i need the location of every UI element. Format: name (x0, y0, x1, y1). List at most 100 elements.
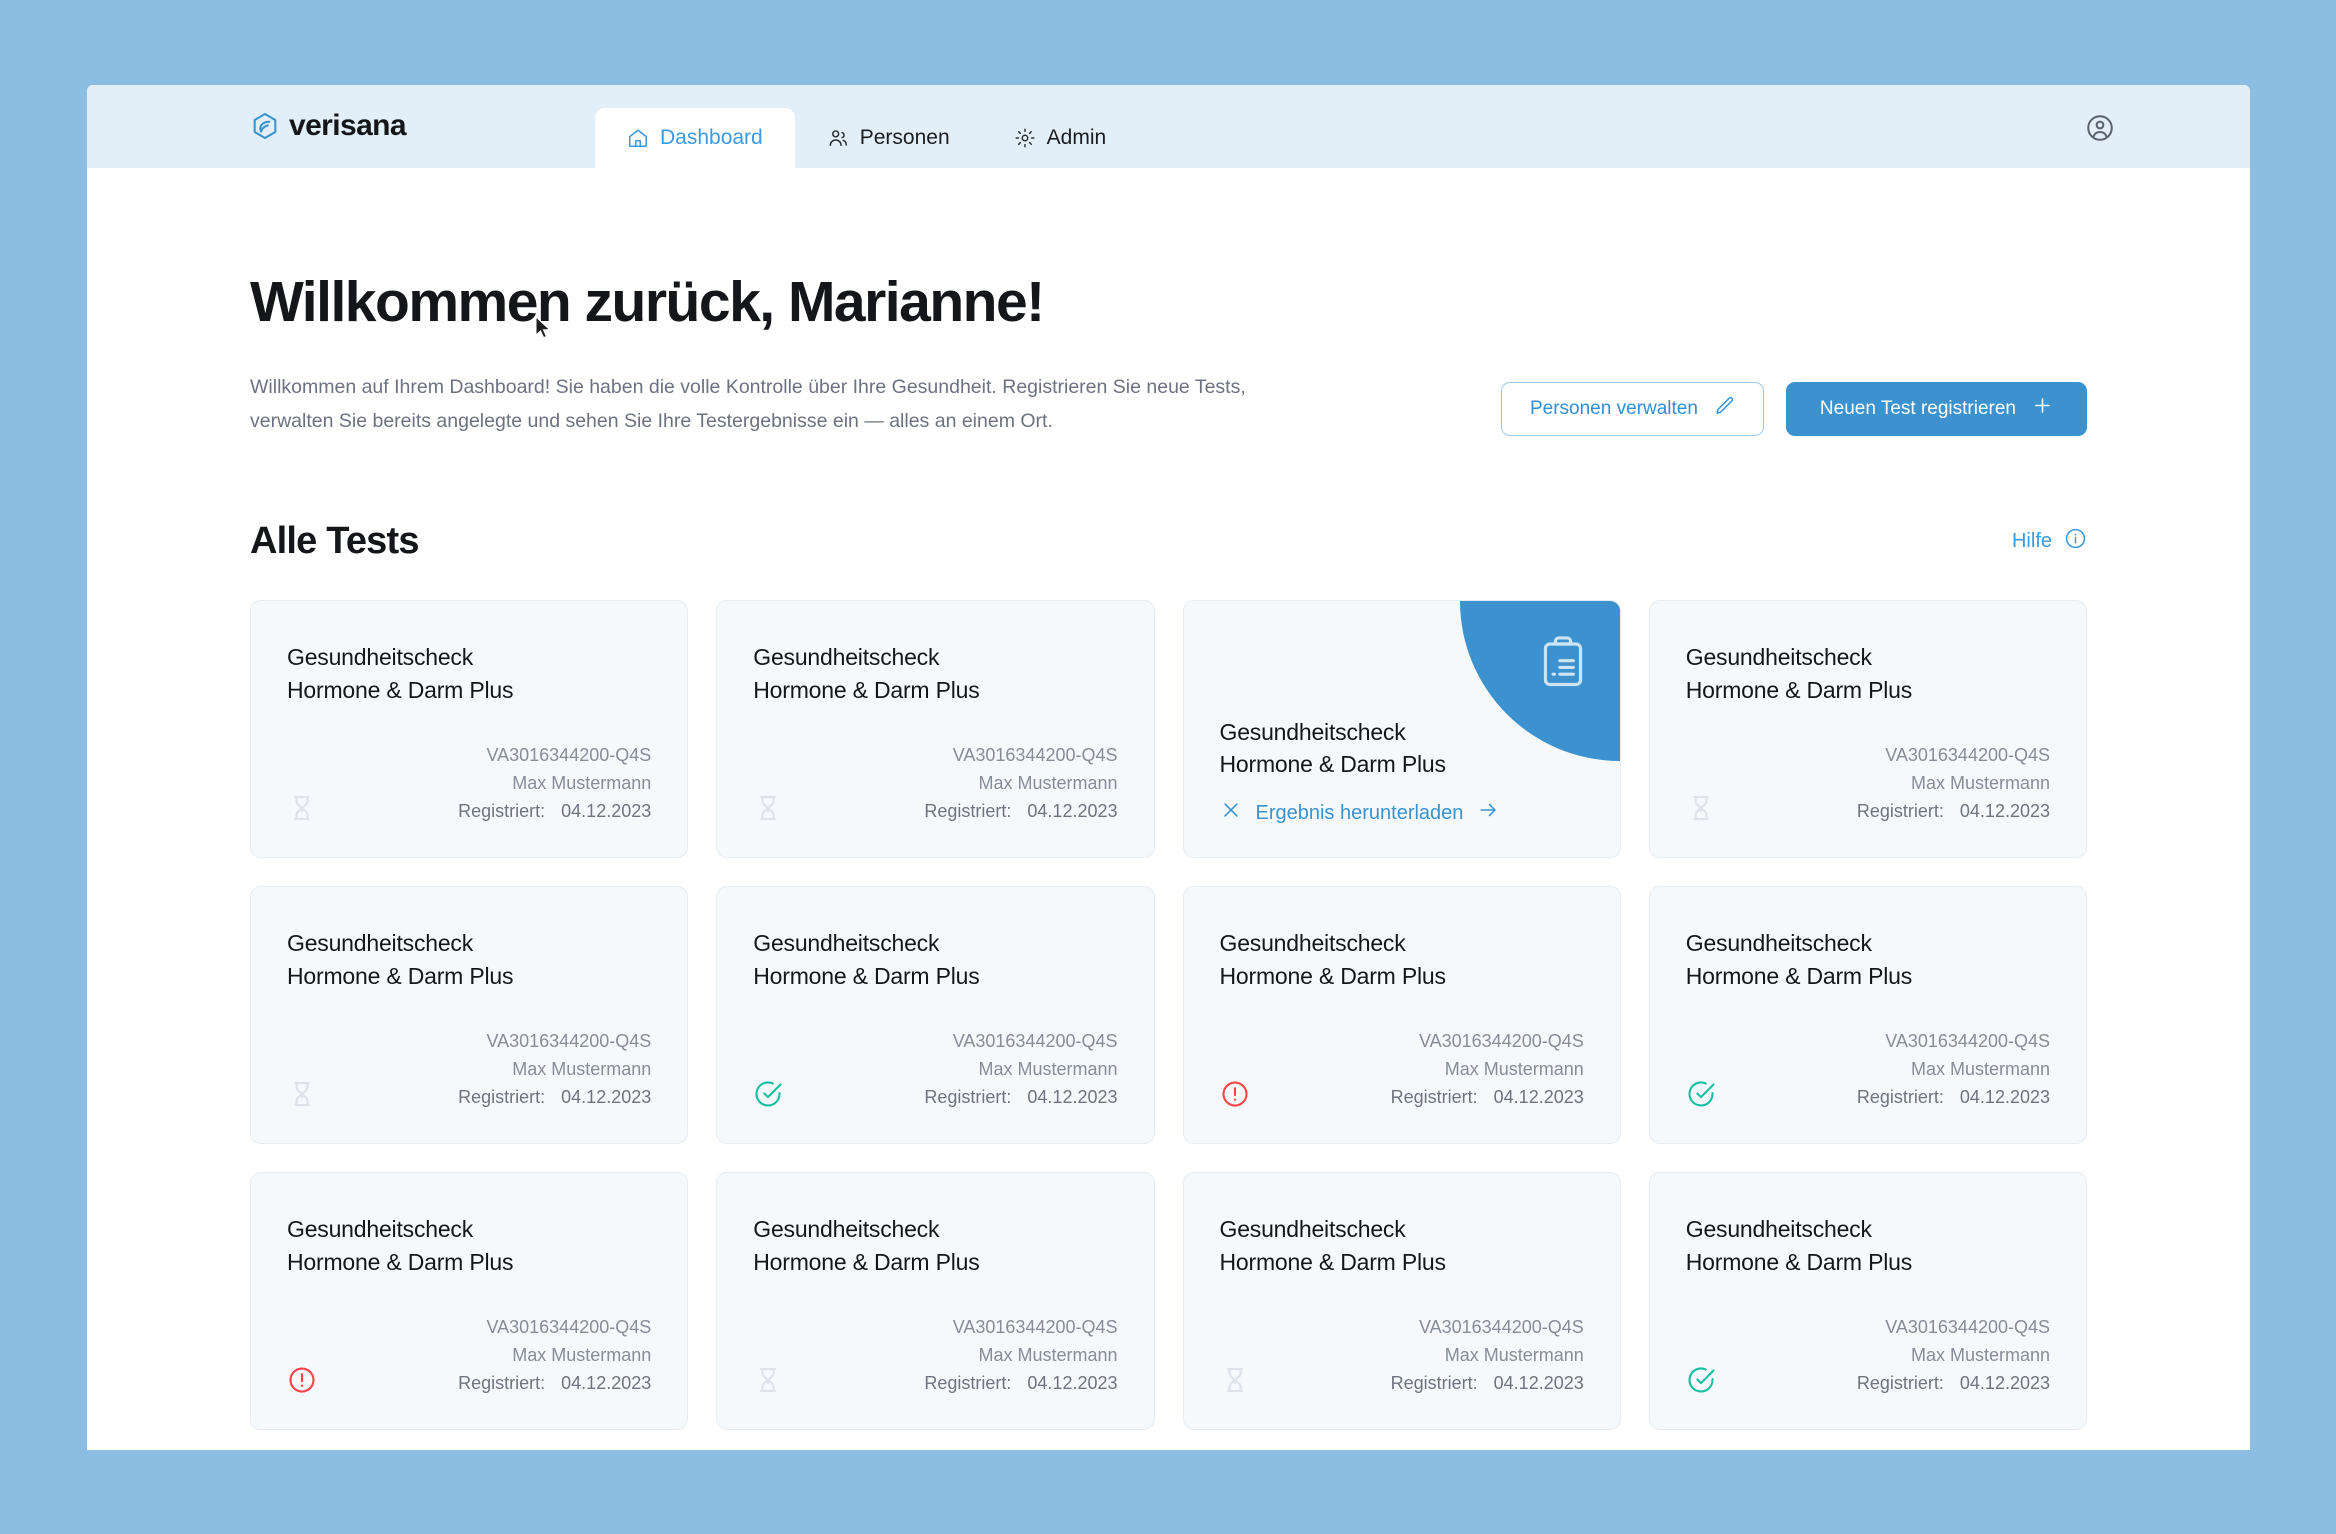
alert-circle-icon (1220, 1079, 1250, 1109)
nav-tab-dashboard[interactable]: Dashboard (595, 108, 795, 168)
test-card-title: Gesundheitscheck Hormone & Darm Plus (287, 1213, 651, 1278)
nav-tab-personen-label: Personen (859, 126, 950, 149)
test-card-meta: VA3016344200-Q4S Max Mustermann Registrier… (924, 1028, 1117, 1112)
test-card[interactable]: Gesundheitscheck Hormone & Darm Plus VA301… (250, 1172, 689, 1431)
test-card[interactable]: Gesundheitscheck Hormone & Darm Plus VA301… (1182, 1172, 1621, 1431)
test-card-registered-label: Registriert: (1390, 1087, 1478, 1108)
hourglass-icon (287, 793, 317, 823)
test-card-title: Gesundheitscheck Hormone & Darm Plus (1220, 716, 1584, 781)
intro-paragraph: Willkommen auf Ihrem Dashboard! Sie habe… (250, 370, 1246, 438)
test-card[interactable]: Gesundheitscheck Hormone & Darm Plus VA301… (716, 600, 1155, 859)
test-card-title: Gesundheitscheck Hormone & Darm Plus (1686, 1213, 2050, 1278)
test-card-title-line-1: Gesundheitscheck (753, 1216, 940, 1243)
test-card-title: Gesundheitscheck Hormone & Darm Plus (753, 641, 1117, 706)
test-card-registered-date: 04.12.2023 (561, 1087, 652, 1108)
test-card-order-id: VA3016344200-Q4S (1418, 1317, 1584, 1338)
test-card-person: Max Mustermann (512, 1345, 652, 1366)
test-card[interactable]: Gesundheitscheck Hormone & Darm Plus VA301… (1648, 1172, 2087, 1431)
test-card-title-line-1: Gesundheitscheck (1685, 1216, 1872, 1243)
test-card[interactable]: Gesundheitscheck Hormone & Darm Plus VA301… (716, 1172, 1155, 1431)
test-card-person: Max Mustermann (978, 1059, 1118, 1080)
test-card-person: Max Mustermann (978, 773, 1118, 794)
test-card-registered-label: Registriert: (1856, 801, 1944, 822)
check-circle-icon (1686, 1365, 1716, 1395)
test-card-registered: Registriert: 04.12.2023 (1857, 798, 2050, 826)
test-card[interactable]: Gesundheitscheck Hormone & Darm Plus VA301… (716, 886, 1155, 1145)
people-icon (827, 127, 849, 149)
test-card-registered: Registriert: 04.12.2023 (458, 1370, 651, 1398)
test-card-title-line-2: Hormone & Darm Plus (1685, 962, 1913, 989)
result-card-body: Gesundheitscheck Hormone & Darm Plus Ergeb… (1220, 716, 1584, 827)
download-result-link[interactable]: Ergebnis herunterladen (1220, 799, 1584, 827)
test-card-registered: Registriert: 04.12.2023 (924, 1084, 1117, 1112)
test-card-registered-label: Registriert: (924, 1373, 1012, 1394)
section-title: Alle Tests (250, 520, 420, 563)
test-card-title: Gesundheitscheck Hormone & Darm Plus (287, 641, 651, 706)
page-title: Willkommen zurück, Marianne! (250, 270, 1045, 334)
nav-tab-admin-label: Admin (1046, 126, 1107, 149)
info-circle-icon (2064, 527, 2087, 556)
test-card-registered: Registriert: 04.12.2023 (1857, 1084, 2050, 1112)
test-card[interactable]: Gesundheitscheck Hormone & Darm Plus VA301… (1648, 600, 2087, 859)
test-card-meta: VA3016344200-Q4S Max Mustermann Registrier… (458, 1314, 651, 1398)
register-test-button[interactable]: Neuen Test registrieren (1785, 381, 2087, 436)
nav-tab-admin[interactable]: Admin (982, 108, 1139, 168)
test-card-registered-label: Registriert: (1856, 1373, 1944, 1394)
close-x-icon[interactable] (1220, 799, 1242, 827)
check-circle-icon (753, 1079, 783, 1109)
test-card[interactable]: Gesundheitscheck Hormone & Darm Plus VA301… (1648, 886, 2087, 1145)
hourglass-icon (753, 793, 783, 823)
arrow-right-icon (1477, 799, 1499, 827)
test-card-registered: Registriert: 04.12.2023 (1857, 1370, 2050, 1398)
test-card-title-line-1: Gesundheitscheck (1685, 930, 1872, 957)
test-card-meta: VA3016344200-Q4S Max Mustermann Registrier… (458, 1028, 651, 1112)
download-result-label: Ergebnis herunterladen (1255, 801, 1464, 824)
main-content: Willkommen zurück, Marianne! Willkommen … (87, 270, 2250, 1450)
test-card-title-line-1: Gesundheitscheck (287, 644, 474, 671)
test-card-person: Max Mustermann (1444, 1059, 1584, 1080)
test-card-registered-date: 04.12.2023 (1959, 1087, 2050, 1108)
test-card-registered-label: Registriert: (1390, 1373, 1478, 1394)
plus-icon (2032, 395, 2053, 422)
help-link[interactable]: Hilfe (2012, 527, 2087, 556)
action-buttons: Personen verwalten Neuen Test registrier… (1500, 381, 2087, 436)
test-card-person: Max Mustermann (1910, 1059, 2050, 1080)
test-card-meta: VA3016344200-Q4S Max Mustermann Registrier… (1857, 1028, 2050, 1112)
intro-row: Willkommen auf Ihrem Dashboard! Sie habe… (250, 370, 2087, 438)
test-card-registered-date: 04.12.2023 (561, 1373, 652, 1394)
test-card[interactable]: Gesundheitscheck Hormone & Darm Plus VA301… (250, 600, 689, 859)
hourglass-icon (1686, 793, 1716, 823)
test-card-title-line-1: Gesundheitscheck (287, 930, 474, 957)
test-card-title-line-1: Gesundheitscheck (1219, 1216, 1406, 1243)
test-card-result-ready[interactable]: Gesundheitscheck Hormone & Darm Plus Ergeb… (1182, 600, 1621, 859)
test-card-registered-label: Registriert: (1856, 1087, 1944, 1108)
test-card-title-line-2: Hormone & Darm Plus (753, 1248, 980, 1275)
intro-line-2: verwalten Sie bereits angelegte und sehe… (250, 409, 1053, 432)
nav-tab-dashboard-label: Dashboard (660, 126, 763, 149)
test-card[interactable]: Gesundheitscheck Hormone & Darm Plus VA301… (250, 886, 689, 1145)
test-card[interactable]: Gesundheitscheck Hormone & Darm Plus VA301… (1182, 886, 1621, 1145)
test-card-title-line-2: Hormone & Darm Plus (287, 676, 514, 703)
test-card-registered-label: Registriert: (924, 1087, 1012, 1108)
test-card-title-line-1: Gesundheitscheck (753, 930, 940, 957)
test-card-registered-date: 04.12.2023 (561, 801, 652, 822)
test-card-registered-label: Registriert: (458, 1373, 546, 1394)
test-card-meta: VA3016344200-Q4S Max Mustermann Registrier… (1391, 1314, 1584, 1398)
manage-people-button[interactable]: Personen verwalten (1500, 381, 1764, 436)
test-card-person: Max Mustermann (1444, 1345, 1584, 1366)
test-card-registered: Registriert: 04.12.2023 (1391, 1084, 1584, 1112)
home-icon (627, 127, 649, 149)
user-circle-icon[interactable] (2085, 113, 2115, 143)
verisana-logo[interactable]: verisana (250, 111, 407, 141)
test-card-registered-label: Registriert: (924, 801, 1012, 822)
test-card-order-id: VA3016344200-Q4S (952, 1317, 1118, 1338)
test-card-registered-date: 04.12.2023 (1027, 1087, 1118, 1108)
app-window: verisana Dashboard (87, 85, 2250, 1450)
nav-tab-personen[interactable]: Personen (795, 108, 982, 168)
test-card-registered-date: 04.12.2023 (1959, 1373, 2050, 1394)
test-card-order-id: VA3016344200-Q4S (486, 745, 652, 766)
test-card-title-line-2: Hormone & Darm Plus (1685, 1248, 1913, 1275)
check-circle-icon (1686, 1079, 1716, 1109)
test-card-meta: VA3016344200-Q4S Max Mustermann Registrier… (1857, 1314, 2050, 1398)
test-card-title-line-2: Hormone & Darm Plus (1219, 751, 1446, 778)
